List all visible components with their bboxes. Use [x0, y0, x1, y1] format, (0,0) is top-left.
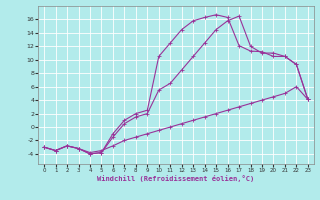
- X-axis label: Windchill (Refroidissement éolien,°C): Windchill (Refroidissement éolien,°C): [97, 175, 255, 182]
